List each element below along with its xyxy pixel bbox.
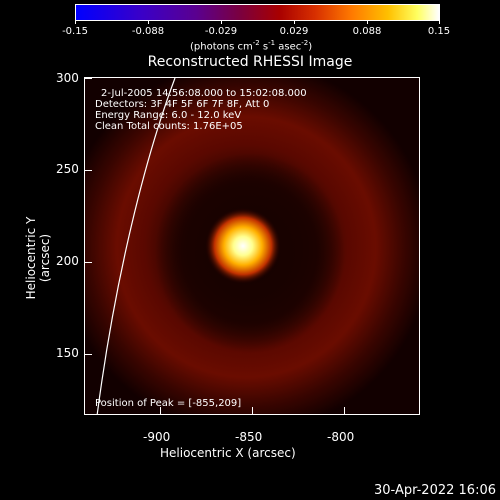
peak-position: Position of Peak = [-855,209] — [95, 398, 242, 409]
colorbar-tick — [367, 20, 368, 24]
timestamp: 30-Apr-2022 16:06 — [374, 483, 496, 498]
x-tick-label: -900 — [143, 430, 171, 444]
x-tick — [160, 407, 161, 415]
colorbar-label: -0.15 — [62, 26, 88, 37]
colorbar-label: 0.029 — [279, 26, 309, 37]
y-axis-label: Heliocentric Y (arcsec) — [24, 216, 52, 300]
colorbar-tick — [221, 20, 222, 24]
y-tick-label: 300 — [56, 71, 79, 85]
y-tick-label: 150 — [56, 346, 79, 360]
clean-counts: Clean Total counts: 1.76E+05 — [95, 121, 243, 132]
plot-title: Reconstructed RHESSI Image — [147, 54, 353, 70]
x-tick — [252, 407, 253, 415]
colorbar-label: 0.15 — [427, 26, 451, 37]
colorbar-tick — [148, 20, 149, 24]
colorbar-label: -0.029 — [204, 26, 238, 37]
image-plot: 2-Jul-2005 14:56:08.000 to 15:02:08.000 … — [84, 77, 420, 415]
x-tick-label: -800 — [327, 430, 355, 444]
energy-range: Energy Range: 6.0 - 12.0 keV — [95, 110, 242, 121]
y-tick — [84, 354, 92, 355]
y-tick-label: 250 — [56, 162, 79, 176]
colorbar-tick — [75, 20, 76, 24]
colorbar — [75, 4, 440, 21]
solar-limb — [96, 78, 176, 414]
colorbar-tick — [439, 20, 440, 24]
detectors: Detectors: 3F 4F 5F 6F 7F 8F, Att 0 — [95, 99, 270, 110]
flare-source — [205, 208, 281, 284]
x-tick — [344, 407, 345, 415]
colorbar-label: 0.088 — [352, 26, 382, 37]
colorbar-label: -0.088 — [131, 26, 165, 37]
y-tick — [84, 78, 92, 79]
colorbar-units: (photons cm-2 s-1 asec-2) — [190, 39, 313, 53]
x-axis-label: Heliocentric X (arcsec) — [160, 446, 296, 460]
y-tick-label: 200 — [56, 254, 79, 268]
y-tick — [84, 262, 92, 263]
rhessi-image — [85, 78, 419, 414]
time-range: 2-Jul-2005 14:56:08.000 to 15:02:08.000 — [101, 88, 307, 99]
y-tick — [84, 170, 92, 171]
colorbar-tick — [294, 20, 295, 24]
x-tick-label: -850 — [235, 430, 263, 444]
